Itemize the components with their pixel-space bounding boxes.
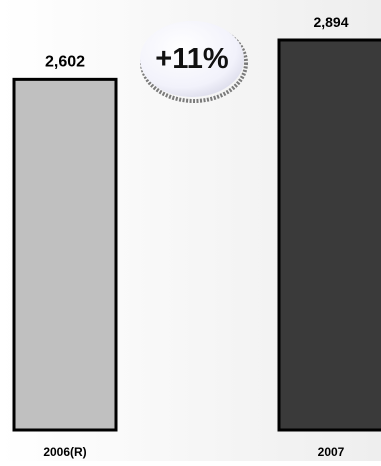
growth-annotation-label: +11% <box>155 43 229 75</box>
growth-bubble-shape <box>140 21 244 97</box>
category-labels-layer: 2006(R) 2007 <box>43 445 344 459</box>
bars-layer <box>12 38 381 432</box>
bar-2007 <box>277 38 381 432</box>
value-label-2007: 2,894 <box>313 14 348 30</box>
growth-bubble: +11% <box>140 21 248 103</box>
value-label-2006(R): 2,602 <box>45 53 85 70</box>
category-label-2006(R): 2006(R) <box>43 445 86 459</box>
value-labels-layer: 2,602 2,894 <box>45 14 349 70</box>
bar-2006(R) <box>12 77 118 432</box>
category-label-2007: 2007 <box>318 445 345 459</box>
